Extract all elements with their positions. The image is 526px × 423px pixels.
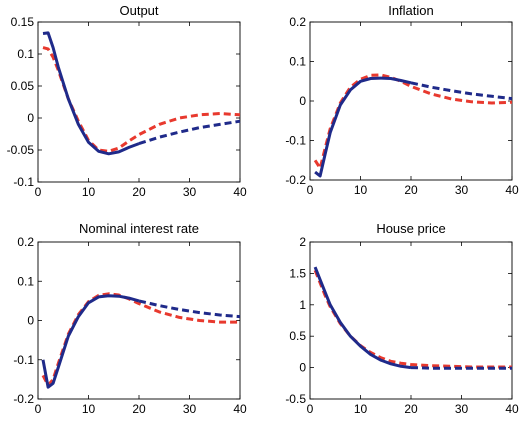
x-tick-label-house-price: 10 bbox=[354, 402, 368, 416]
ticks-house-price: 0 10 20 30 40-0.500.511.52 bbox=[285, 235, 519, 416]
y-tick-label-output: -0.05 bbox=[7, 143, 35, 157]
y-tick-label-nominal-interest-rate: 0 bbox=[27, 314, 34, 328]
panel-title-nominal-interest-rate: Nominal interest rate bbox=[79, 221, 199, 236]
x-tick-label-house-price: 0 bbox=[307, 402, 314, 416]
x-tick-label-inflation: 40 bbox=[505, 183, 519, 197]
y-tick-label-output: 0.15 bbox=[11, 15, 35, 29]
series-line-blue-solid-house-price bbox=[313, 266, 412, 370]
series-line-blue-solid-output bbox=[42, 31, 140, 156]
series-line-red-dashed-output bbox=[42, 46, 241, 153]
x-tick-label-house-price: 20 bbox=[404, 402, 418, 416]
series-layer-output bbox=[42, 31, 241, 156]
series-line-blue-solid-nominal-interest-rate bbox=[41, 294, 140, 389]
x-tick-label-nominal-interest-rate: 40 bbox=[233, 402, 247, 416]
panel-title-output: Output bbox=[119, 3, 158, 18]
ticks-nominal-interest-rate: 0 10 20 30 40 -0.2 -0.1 0 0.1 0.2 bbox=[13, 235, 247, 416]
y-tick-label-output: 0.05 bbox=[11, 79, 35, 93]
y-tick-label-inflation: 0 bbox=[299, 94, 306, 108]
panel-title-inflation: Inflation bbox=[388, 3, 434, 18]
x-tick-label-output: 30 bbox=[183, 185, 197, 199]
x-tick-label-nominal-interest-rate: 10 bbox=[82, 402, 96, 416]
y-tick-label-house-price: 2 bbox=[299, 235, 306, 249]
x-tick-label-output: 40 bbox=[233, 185, 247, 199]
series-layer-nominal-interest-rate bbox=[41, 292, 241, 389]
y-tick-label-inflation: -0.1 bbox=[285, 134, 306, 148]
ticks-inflation: 0 10 20 30 40 -0.2 -0.1 0 0.1 0.2 bbox=[285, 15, 519, 197]
series-line-blue-dashed-output bbox=[138, 119, 241, 146]
panel-nominal-interest-rate: Nominal interest rate 0 10 20 30 40-0.2-0.10… bbox=[13, 221, 247, 416]
panel-title-house-price: House price bbox=[376, 221, 445, 236]
x-tick-label-house-price: 30 bbox=[455, 402, 469, 416]
x-tick-label-nominal-interest-rate: 0 bbox=[35, 402, 42, 416]
panel-output: Output 0 10 20 30 40 -0.1 -0.05 0 0.05 0.1 0.15 bbox=[7, 3, 247, 199]
x-tick-label-inflation: 0 bbox=[307, 183, 314, 197]
x-tick-label-output: 20 bbox=[132, 185, 146, 199]
y-tick-label-nominal-interest-rate: -0.2 bbox=[13, 392, 34, 406]
ticks-output: 0 10 20 30 40 -0.1 -0.05 0 0.05 0.1 0.15 bbox=[7, 15, 247, 199]
y-tick-label-house-price: -0.5 bbox=[285, 392, 306, 406]
series-line-blue-dashed-inflation bbox=[410, 81, 513, 101]
series-line-blue-dashed-nominal-interest-rate bbox=[138, 299, 241, 319]
y-tick-label-inflation: 0.2 bbox=[289, 15, 306, 29]
y-tick-label-inflation: 0.1 bbox=[289, 55, 306, 69]
y-tick-label-nominal-interest-rate: -0.1 bbox=[13, 353, 34, 367]
x-tick-label-inflation: 30 bbox=[455, 183, 469, 197]
y-tick-label-house-price: 0.5 bbox=[289, 329, 306, 343]
y-tick-label-inflation: -0.2 bbox=[285, 173, 306, 187]
y-tick-label-output: 0 bbox=[27, 111, 34, 125]
x-tick-label-nominal-interest-rate: 20 bbox=[132, 402, 146, 416]
y-tick-label-house-price: 1.5 bbox=[289, 266, 306, 280]
x-tick-label-output: 0 bbox=[35, 185, 42, 199]
y-tick-label-nominal-interest-rate: 0.1 bbox=[17, 274, 34, 288]
y-tick-label-nominal-interest-rate: 0.2 bbox=[17, 235, 34, 249]
x-tick-label-nominal-interest-rate: 30 bbox=[183, 402, 197, 416]
x-tick-label-house-price: 40 bbox=[505, 402, 519, 416]
x-tick-label-inflation: 10 bbox=[354, 183, 368, 197]
series-layer-house-price bbox=[313, 266, 512, 370]
y-tick-label-house-price: 1 bbox=[299, 298, 306, 312]
series-line-blue-dashed-house-price bbox=[410, 366, 512, 370]
series-line-red-dashed-nominal-interest-rate bbox=[41, 292, 240, 387]
panel-house-price: House price 0 10 20 30 40-0.500.511.52 bbox=[285, 221, 519, 416]
series-line-red-dashed-house-price bbox=[313, 269, 512, 369]
x-tick-label-inflation: 20 bbox=[404, 183, 418, 197]
series-line-blue-solid-inflation bbox=[314, 76, 412, 178]
panel-inflation: Inflation 0 10 20 30 40 -0.2 -0.1 0 0.1 0.2 bbox=[285, 3, 519, 197]
series-line-red-dashed-inflation bbox=[313, 73, 513, 170]
y-tick-label-house-price: 0 bbox=[299, 361, 306, 375]
y-tick-label-output: 0.1 bbox=[17, 47, 34, 61]
series-layer-inflation bbox=[313, 73, 513, 178]
x-tick-label-output: 10 bbox=[82, 185, 96, 199]
y-tick-label-output: -0.1 bbox=[13, 175, 34, 189]
